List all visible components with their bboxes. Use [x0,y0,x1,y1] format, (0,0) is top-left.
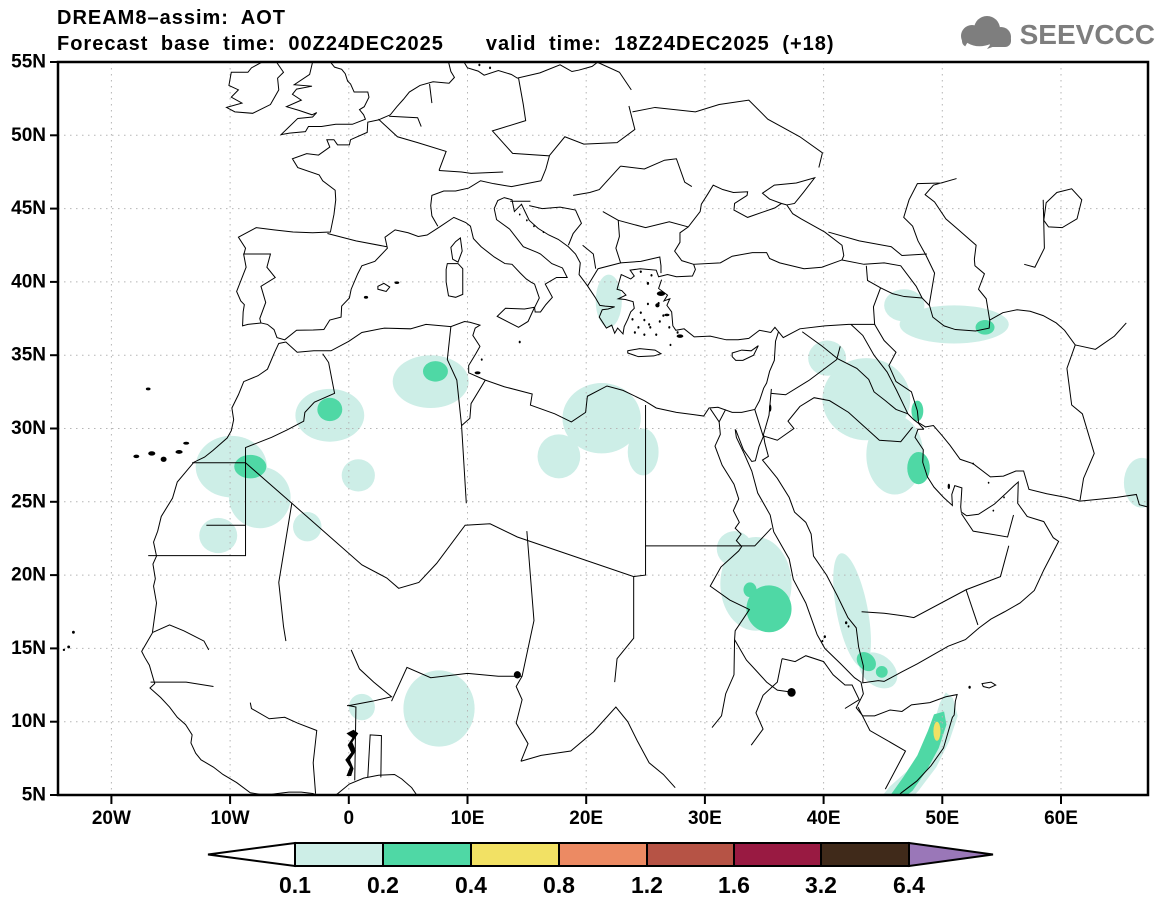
lat-label: 45N [11,198,46,219]
colorbar-box [382,842,472,867]
colorbar-underflow-arrow [207,841,296,868]
rivers [710,324,924,727]
aot-colorbar: 0.1 0.2 0.4 0.8 1.2 1.6 3.2 6.4 [207,841,994,898]
lon-label: 0 [344,808,355,829]
valid-time-label: valid time: [485,33,602,55]
lat-label: 35N [11,345,46,366]
axis-ticks [50,61,1062,804]
lon-label: 60E [1044,808,1078,829]
lon-label: 20E [569,808,603,829]
colorbar-box [820,842,910,867]
longitude-labels: 20W 10W 0 10E 20E 30E 40E 50E 60E [92,808,1078,829]
colorbar-label: 0.2 [367,872,399,898]
colorbar-label: 1.6 [718,872,750,898]
base-time-label: Forecast base time: [57,33,276,55]
lat-label: 40N [11,271,46,292]
lat-label: 20N [11,565,46,586]
seevccc-logo: SEEVCCC [952,14,1155,56]
lat-label: 25N [11,491,46,512]
page-title: DREAM8–assim: AOT [57,7,286,29]
lon-label: 20W [92,808,131,829]
lat-label: 50N [11,125,46,146]
island-dots [62,63,1005,776]
base-time-value: 00Z24DEC2025 [288,33,444,55]
colorbar-box [646,842,735,867]
title-block: DREAM8–assim: AOT Forecast base time: 00… [57,5,835,57]
colorbar-box [294,842,384,867]
lon-label: 30E [688,808,722,829]
lat-label: 10N [11,711,46,732]
colorbar-label: 0.1 [279,872,311,898]
lon-label: 40E [807,808,841,829]
lat-label: 5N [22,785,46,806]
cloud-arrow-icon [960,16,1011,52]
colorbar-box [733,842,822,867]
colorbar-label: 1.2 [631,872,663,898]
colorbar-box [470,842,560,867]
colorbar-labels: 0.1 0.2 0.4 0.8 1.2 1.6 3.2 6.4 [279,872,925,898]
coastlines [142,62,1153,802]
lon-label: 50E [925,808,959,829]
forecast-time-line: Forecast base time: 00Z24DEC2025 valid ti… [57,31,835,57]
islands [378,238,996,688]
colorbar-label: 3.2 [805,872,837,898]
latitude-labels: 55N 50N 45N 40N 35N 30N 25N 20N 15N 10N … [11,52,46,806]
aot-map: 55N 50N 45N 40N 35N 30N 25N 20N 15N 10N … [11,52,1153,829]
graticule [58,62,1148,795]
lat-label: 15N [11,638,46,659]
aot-patches-level-0.4 [933,721,941,741]
lon-label: 10E [451,808,485,829]
colorbar-label: 0.4 [455,872,487,898]
country-borders [148,62,1126,794]
lat-label: 55N [11,52,46,73]
colorbar-box [558,842,648,867]
colorbar-label: 0.8 [543,872,575,898]
valid-time-value: 18Z24DEC2025 (+18) [614,33,835,55]
aot-patches-level-0.2 [234,320,995,795]
colorbar-overflow-arrow [908,841,994,868]
lat-label: 30N [11,418,46,439]
logo-text: SEEVCCC [1019,19,1155,50]
lon-label: 10W [211,808,250,829]
colorbar-label: 6.4 [893,872,925,898]
aot-patches-level-0.1 [195,274,1148,795]
